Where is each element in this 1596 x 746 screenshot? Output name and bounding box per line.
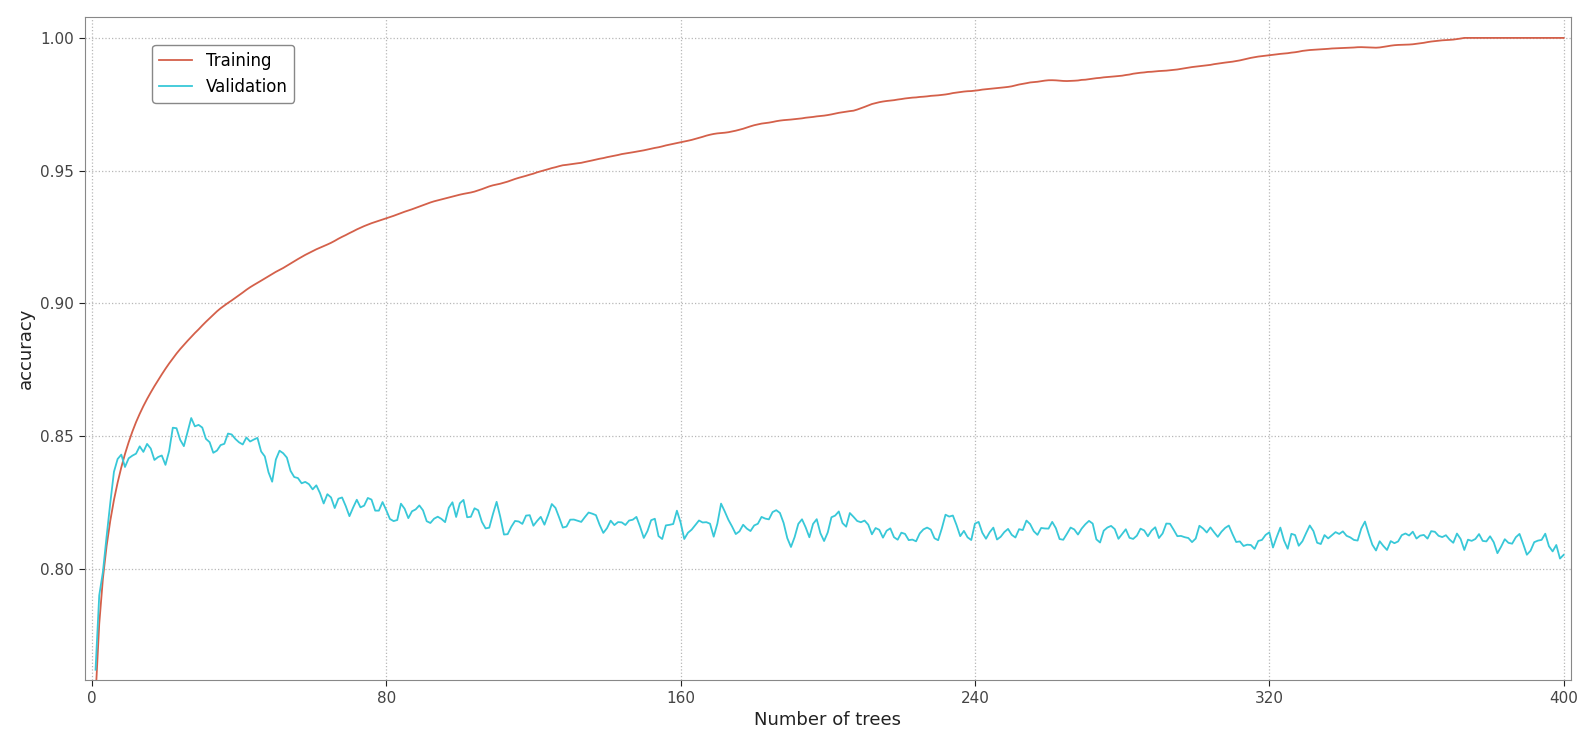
Validation	[182, 413, 201, 422]
Training	[1454, 34, 1473, 43]
Validation	[1013, 526, 1033, 535]
Training	[1555, 34, 1574, 43]
Y-axis label: accuracy: accuracy	[16, 308, 35, 389]
Validation	[86, 665, 105, 674]
Validation	[568, 516, 587, 525]
Validation	[1555, 551, 1574, 560]
Line: Training: Training	[96, 38, 1564, 696]
Training	[1146, 67, 1165, 76]
Legend: Training, Validation: Training, Validation	[152, 45, 294, 103]
Line: Validation: Validation	[96, 418, 1564, 670]
Validation	[1157, 519, 1176, 528]
Training	[1010, 80, 1029, 89]
Validation	[670, 518, 689, 527]
Training	[263, 269, 282, 278]
Training	[565, 160, 584, 169]
Training	[1152, 66, 1171, 75]
Training	[667, 139, 686, 148]
Training	[86, 692, 105, 700]
Validation	[1149, 533, 1168, 542]
X-axis label: Number of trees: Number of trees	[755, 712, 902, 730]
Validation	[267, 455, 286, 464]
